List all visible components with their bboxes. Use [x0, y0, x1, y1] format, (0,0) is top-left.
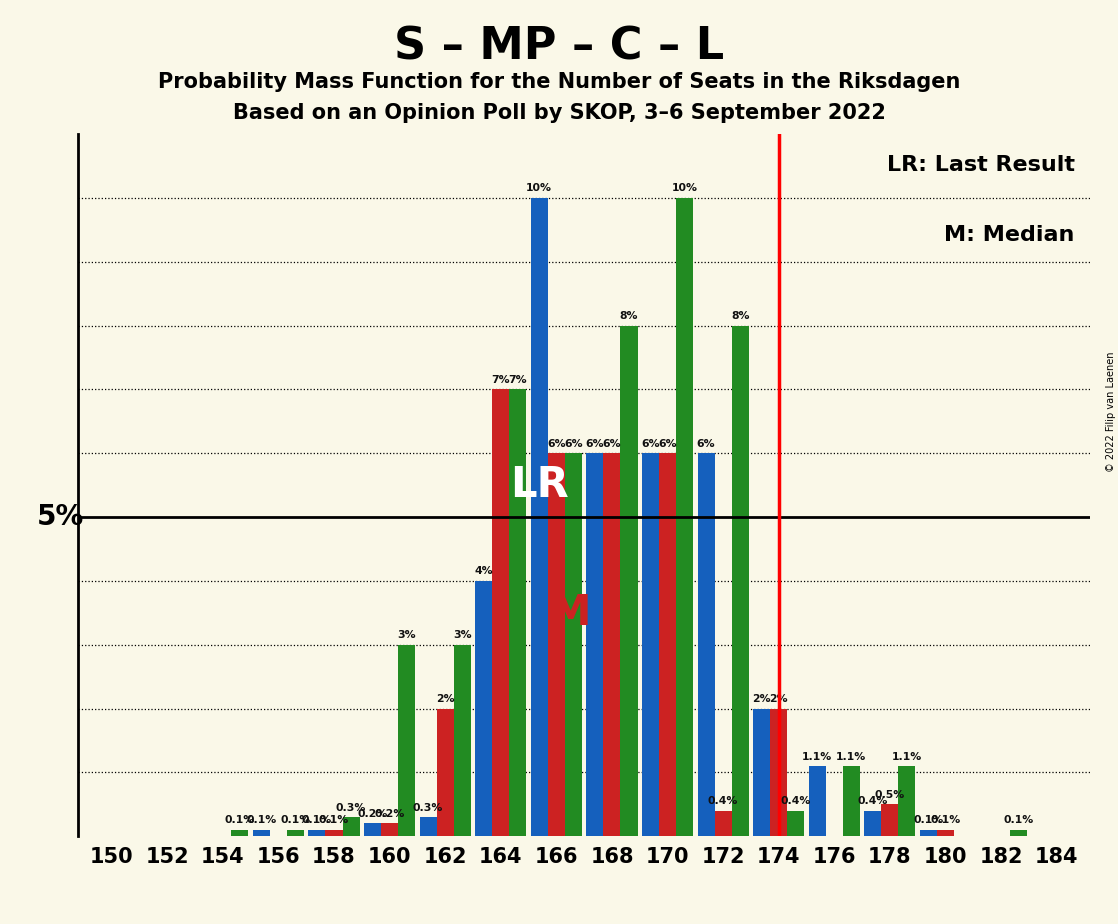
- Bar: [287, 830, 304, 836]
- Text: 1.1%: 1.1%: [802, 751, 833, 761]
- Text: 5%: 5%: [37, 503, 84, 531]
- Bar: [698, 453, 714, 836]
- Text: © 2022 Filip van Laenen: © 2022 Filip van Laenen: [1106, 351, 1116, 471]
- Text: 0.2%: 0.2%: [358, 809, 388, 819]
- Bar: [770, 709, 787, 836]
- Bar: [531, 198, 548, 836]
- Text: 0.1%: 0.1%: [302, 815, 332, 825]
- Text: 8%: 8%: [731, 311, 749, 321]
- Bar: [864, 810, 881, 836]
- Bar: [565, 453, 582, 836]
- Bar: [231, 830, 248, 836]
- Text: 3%: 3%: [397, 630, 416, 640]
- Bar: [920, 830, 937, 836]
- Text: 0.2%: 0.2%: [375, 809, 405, 819]
- Text: 0.4%: 0.4%: [708, 796, 738, 807]
- Bar: [253, 830, 269, 836]
- Text: LR: LR: [510, 464, 569, 506]
- Text: 2%: 2%: [769, 694, 788, 704]
- Text: 0.5%: 0.5%: [874, 790, 906, 800]
- Bar: [437, 709, 454, 836]
- Bar: [381, 823, 398, 836]
- Bar: [899, 766, 916, 836]
- Bar: [364, 823, 381, 836]
- Text: 0.3%: 0.3%: [335, 803, 367, 812]
- Text: 7%: 7%: [509, 375, 527, 385]
- Bar: [659, 453, 676, 836]
- Text: 1.1%: 1.1%: [836, 751, 866, 761]
- Text: 0.1%: 0.1%: [913, 815, 944, 825]
- Bar: [881, 804, 899, 836]
- Text: 10%: 10%: [527, 183, 552, 193]
- Text: 0.4%: 0.4%: [858, 796, 888, 807]
- Text: 3%: 3%: [453, 630, 472, 640]
- Text: 6%: 6%: [603, 439, 622, 449]
- Bar: [309, 830, 325, 836]
- Text: M: Median: M: Median: [945, 225, 1074, 245]
- Text: 2%: 2%: [436, 694, 455, 704]
- Text: 6%: 6%: [659, 439, 676, 449]
- Text: 0.1%: 0.1%: [319, 815, 349, 825]
- Text: 6%: 6%: [697, 439, 716, 449]
- Bar: [454, 645, 471, 836]
- Bar: [510, 389, 527, 836]
- Text: 10%: 10%: [672, 183, 698, 193]
- Text: 1.1%: 1.1%: [892, 751, 922, 761]
- Text: Probability Mass Function for the Number of Seats in the Riksdagen: Probability Mass Function for the Number…: [158, 72, 960, 92]
- Bar: [586, 453, 604, 836]
- Bar: [604, 453, 620, 836]
- Bar: [419, 817, 437, 836]
- Bar: [620, 325, 637, 836]
- Bar: [808, 766, 826, 836]
- Text: 0.1%: 0.1%: [281, 815, 311, 825]
- Text: 0.1%: 0.1%: [246, 815, 276, 825]
- Text: LR: Last Result: LR: Last Result: [887, 155, 1074, 175]
- Text: S – MP – C – L: S – MP – C – L: [394, 26, 724, 69]
- Bar: [843, 766, 860, 836]
- Bar: [676, 198, 693, 836]
- Text: 6%: 6%: [586, 439, 604, 449]
- Text: 0.1%: 0.1%: [930, 815, 960, 825]
- Text: M: M: [549, 591, 590, 634]
- Text: 0.4%: 0.4%: [780, 796, 811, 807]
- Text: 0.1%: 0.1%: [225, 815, 255, 825]
- Bar: [937, 830, 954, 836]
- Bar: [492, 389, 510, 836]
- Text: 7%: 7%: [492, 375, 510, 385]
- Bar: [1010, 830, 1026, 836]
- Bar: [342, 817, 360, 836]
- Bar: [787, 810, 804, 836]
- Text: 0.1%: 0.1%: [1003, 815, 1033, 825]
- Text: Based on an Opinion Poll by SKOP, 3–6 September 2022: Based on an Opinion Poll by SKOP, 3–6 Se…: [233, 103, 885, 124]
- Bar: [754, 709, 770, 836]
- Bar: [475, 581, 492, 836]
- Bar: [398, 645, 415, 836]
- Bar: [731, 325, 749, 836]
- Bar: [548, 453, 565, 836]
- Text: 4%: 4%: [474, 566, 493, 577]
- Bar: [642, 453, 659, 836]
- Text: 6%: 6%: [642, 439, 660, 449]
- Bar: [714, 810, 731, 836]
- Text: 6%: 6%: [565, 439, 582, 449]
- Text: 6%: 6%: [547, 439, 566, 449]
- Text: 0.3%: 0.3%: [413, 803, 444, 812]
- Text: 2%: 2%: [752, 694, 771, 704]
- Text: 8%: 8%: [619, 311, 638, 321]
- Bar: [325, 830, 342, 836]
